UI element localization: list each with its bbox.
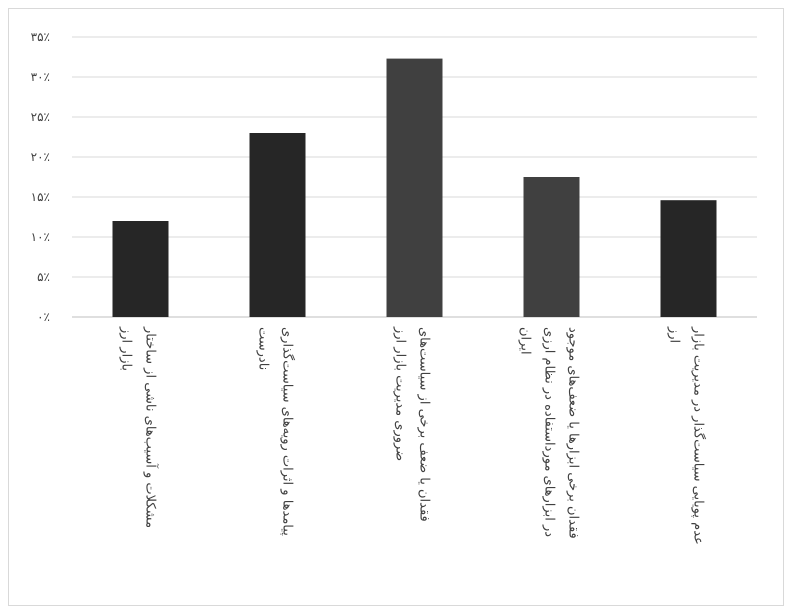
category-label-line: نادرست (256, 327, 271, 370)
category-label-line: در ابزارهای مورداستفاده در نظام ارزی (542, 327, 557, 537)
category-label-line: مشکلات و آسیب‌های ناشی از ساختار (143, 326, 160, 528)
category-label-line: بازار ارز (119, 326, 134, 371)
bar (386, 58, 443, 317)
bar (523, 177, 580, 317)
category-label: عدم پویایی سیاست‌گذار در مدیریت بازار ارز (667, 326, 707, 545)
y-tick-label: ۳۰٪ (31, 70, 50, 84)
category-label-line: ایران (518, 327, 533, 355)
category-label: فقدان یا ضعف برخی از سیاست‌های ضروری مدیر… (393, 326, 432, 522)
category-label-line: ارز (667, 326, 682, 343)
y-tick-label: ۲۵٪ (31, 110, 50, 124)
bars (112, 58, 717, 317)
y-tick-label: ۳۵٪ (31, 30, 50, 44)
y-tick-label: ۲۰٪ (31, 150, 50, 164)
bar (112, 221, 169, 317)
category-label-line: فقدان برخی ابزارها یا ضعف‌های موجود (566, 327, 581, 539)
y-tick-label: ۵٪ (37, 270, 50, 284)
grid-lines (72, 36, 757, 318)
y-axis-tick-labels: ۰٪ ۵٪ ۱۰٪ ۱۵٪ ۲۰٪ ۲۵٪ ۳۰٪ ۳۵٪ (31, 30, 50, 324)
category-label: پیامدها و اثرات رویه‌های سیاست‌گذاری نادر… (256, 327, 296, 536)
y-tick-label: ۰٪ (37, 310, 50, 324)
y-tick-label: ۱۰٪ (31, 230, 50, 244)
bar (249, 133, 306, 317)
y-tick-label: ۱۵٪ (31, 190, 50, 204)
category-label-line: فقدان یا ضعف برخی از سیاست‌های (417, 327, 432, 522)
category-label-line: پیامدها و اثرات رویه‌های سیاست‌گذاری (280, 327, 296, 536)
x-axis-category-labels: مشکلات و آسیب‌های ناشی از ساختار بازار ار… (119, 326, 707, 545)
category-label: مشکلات و آسیب‌های ناشی از ساختار بازار ار… (119, 326, 160, 528)
bar (660, 200, 717, 317)
category-label-line: ضروری مدیریت بازار ارز (393, 326, 408, 461)
chart-frame (8, 8, 784, 606)
category-label: فقدان برخی ابزارها یا ضعف‌های موجود در اب… (518, 327, 581, 539)
category-label-line: عدم پویایی سیاست‌گذار در مدیریت بازار (691, 326, 707, 545)
